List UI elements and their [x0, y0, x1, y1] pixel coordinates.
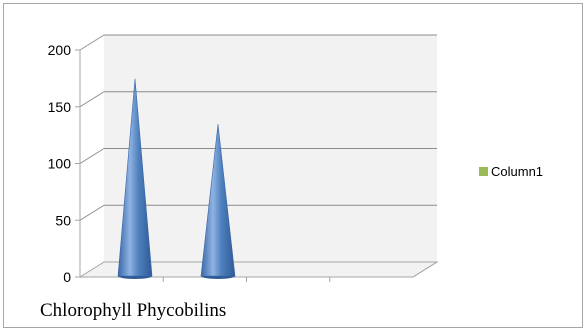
cone-bar-phycobilins: [200, 124, 236, 279]
y-tick-label: 50: [55, 212, 71, 228]
legend-swatch: [479, 167, 488, 176]
gridline-depth: [79, 148, 105, 164]
cone-body: [200, 124, 236, 277]
y-tick-label: 150: [48, 99, 72, 115]
x-axis-ticks: [162, 261, 438, 282]
legend: Column1: [479, 164, 543, 179]
y-tick-label: 200: [48, 42, 72, 58]
gridline-depth: [79, 91, 105, 108]
y-tick-label: 0: [63, 269, 71, 285]
cone-body: [117, 78, 153, 277]
gridlines: [79, 34, 437, 221]
category-caption: Chlorophyll Phycobilins: [40, 300, 226, 321]
legend-label: Column1: [491, 164, 543, 179]
cone-bar-chlorophyll: [117, 78, 153, 279]
gridline-depth: [79, 204, 105, 221]
data-cones: [117, 78, 236, 279]
y-tick-label: 100: [48, 156, 72, 172]
y-axis-ticks: 0 50 100 150 200: [48, 42, 80, 285]
floor-right-edge: [412, 261, 438, 278]
